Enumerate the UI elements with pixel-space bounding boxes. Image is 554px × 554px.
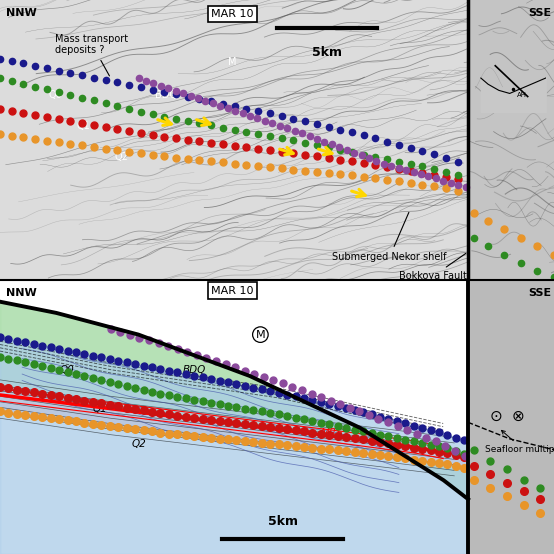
Text: 5km: 5km xyxy=(312,46,342,59)
Text: ⊙: ⊙ xyxy=(489,409,502,424)
Text: SSE: SSE xyxy=(528,288,551,298)
Text: M: M xyxy=(228,57,237,66)
Text: MAR 10: MAR 10 xyxy=(212,286,254,296)
Text: 5km: 5km xyxy=(268,515,297,528)
Text: NNW: NNW xyxy=(6,288,37,298)
Text: ⊗: ⊗ xyxy=(511,409,525,424)
Text: MRS: MRS xyxy=(321,428,344,438)
Text: BDQ: BDQ xyxy=(182,365,206,375)
Text: MAR 10: MAR 10 xyxy=(212,9,254,19)
Text: Q0: Q0 xyxy=(49,90,62,100)
Text: SSE: SSE xyxy=(528,8,551,18)
Text: Submerged Nekor shelf: Submerged Nekor shelf xyxy=(332,212,447,262)
Text: BDQ: BDQ xyxy=(155,90,177,100)
Text: M: M xyxy=(255,330,265,340)
Text: Q2: Q2 xyxy=(131,439,146,449)
Text: Q0: Q0 xyxy=(59,365,74,375)
Text: Bokkoya Fault: Bokkoya Fault xyxy=(399,253,467,281)
Text: Q1: Q1 xyxy=(76,121,90,131)
Text: Q2: Q2 xyxy=(115,152,129,162)
Text: Q1: Q1 xyxy=(93,404,107,414)
Text: Seafloor multiple: Seafloor multiple xyxy=(485,430,554,454)
Text: Mass transport
deposits ?: Mass transport deposits ? xyxy=(55,34,129,76)
Text: NNW: NNW xyxy=(6,8,37,18)
